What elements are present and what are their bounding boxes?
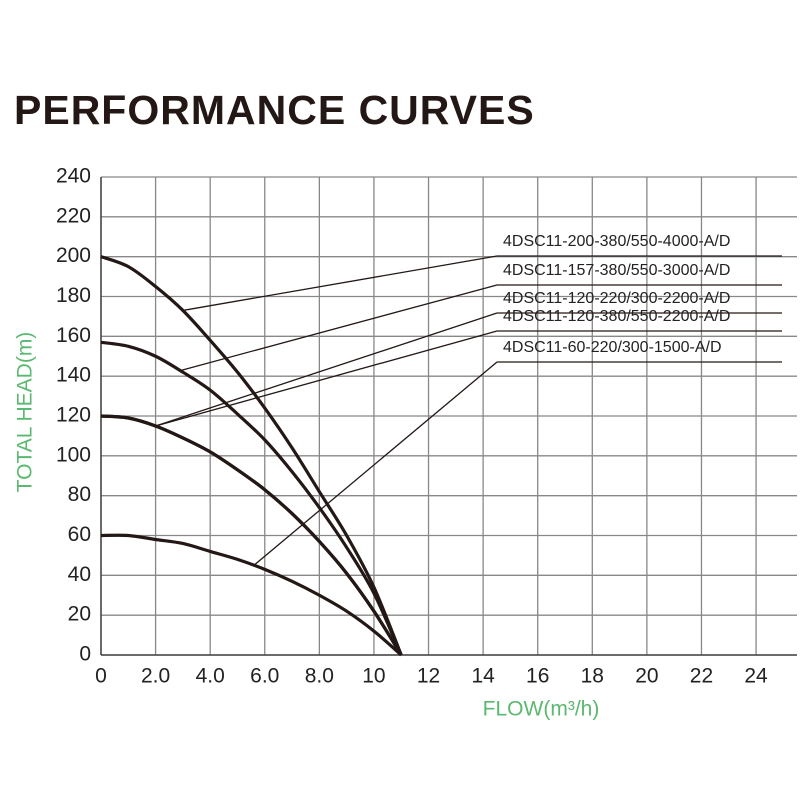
- y-tick-label: 0: [79, 643, 91, 666]
- y-tick-label: 200: [56, 244, 91, 267]
- y-tick-label: 240: [56, 165, 91, 188]
- leader-line: [155, 330, 498, 427]
- y-tick-label: 60: [68, 523, 91, 546]
- y-tick-label: 40: [68, 563, 91, 586]
- x-tick-label: 24: [744, 665, 768, 688]
- legend-label: 4DSC11-120-380/550-2200-A/D: [503, 308, 730, 325]
- leader-line: [182, 255, 498, 312]
- y-tick-label: 120: [56, 404, 91, 427]
- x-tick-label: 8.0: [305, 665, 334, 688]
- legend-label: 4DSC11-157-380/550-3000-A/D: [503, 262, 730, 279]
- x-tick-label: 12: [417, 665, 440, 688]
- y-tick-label: 180: [56, 284, 91, 307]
- curve: [100, 255, 403, 656]
- leader-line: [155, 312, 498, 427]
- legend-label: 4DSC11-120-220/300-2200-A/D: [503, 290, 730, 307]
- x-tick-label: 4.0: [196, 665, 225, 688]
- y-tick-label: 20: [68, 603, 91, 626]
- x-tick-label: 6.0: [250, 665, 279, 688]
- y-tick-label: 80: [68, 483, 91, 506]
- x-tick-label: 10: [362, 665, 385, 688]
- x-tick-label: 20: [635, 665, 658, 688]
- leader-line: [253, 361, 498, 566]
- x-tick-label: 0: [95, 665, 107, 688]
- y-tick-label: 160: [56, 324, 91, 347]
- legend-label: 4DSC11-200-380/550-4000-A/D: [503, 233, 730, 250]
- x-tick-label: 16: [526, 665, 549, 688]
- curve: [100, 340, 403, 656]
- leader-line: [179, 284, 498, 372]
- x-tick-label: 14: [471, 665, 495, 688]
- chart-title: PERFORMANCE CURVES: [14, 87, 535, 133]
- x-tick-label: 18: [581, 665, 604, 688]
- legend-label: 4DSC11-60-220/300-1500-A/D: [503, 339, 722, 356]
- y-tick-label: 100: [56, 443, 91, 466]
- y-tick-label: 140: [56, 364, 91, 387]
- x-axis-label: FLOW(m³/h): [483, 698, 600, 721]
- curve: [100, 533, 403, 657]
- x-tick-label: 22: [690, 665, 713, 688]
- y-tick-label: 220: [56, 204, 91, 227]
- curve: [100, 414, 403, 656]
- x-tick-label: 2.0: [141, 665, 170, 688]
- y-axis-label: TOTAL HEAD(m): [14, 332, 37, 493]
